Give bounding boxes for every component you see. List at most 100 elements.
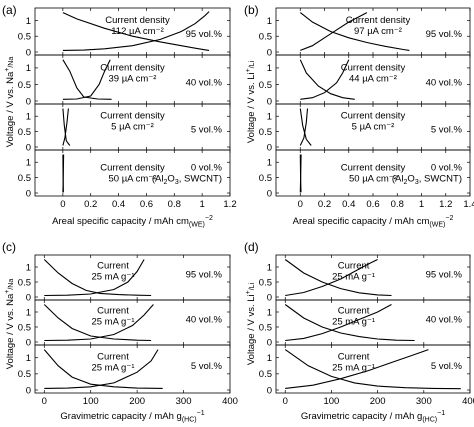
x-axis-label: Areal specific capacity / mAh cm(WE)−2 <box>52 215 213 229</box>
y-tick-label: 1 <box>267 353 272 364</box>
subplot-frame <box>34 149 231 197</box>
x-tick-label: 0.6 <box>366 199 379 210</box>
annotation-line-1: Current density <box>346 15 411 26</box>
annotation-line-1: Current density <box>100 63 165 74</box>
y-tick-label: 1 <box>267 112 272 123</box>
series-line-charge <box>285 304 392 342</box>
x-tick-label: 100 <box>83 396 99 407</box>
volume-label: 0 vol.% <box>431 163 463 174</box>
volume-label: 40 vol.% <box>426 315 463 326</box>
y-tick-label: 0 <box>26 188 31 199</box>
annotation-line-1: Current density <box>341 63 406 74</box>
series-line-charge <box>300 59 350 100</box>
y-tick-label: 1 <box>267 262 272 273</box>
series-line-charge <box>285 349 429 389</box>
annotation-line-2: 97 µA cm⁻² <box>354 26 402 37</box>
y-tick-label: 0 <box>267 47 272 58</box>
annotation-line-1: Current density <box>105 15 170 26</box>
y-tick-label: 1 <box>26 63 31 74</box>
y-tick-label: 0.5 <box>18 369 31 380</box>
x-axis-label: Gravimetric capacity / mAh g(HC)−1 <box>301 410 445 424</box>
annotation-line-2: 5 µA cm⁻² <box>111 122 154 133</box>
x-axis-label: Areal specific capacity / mAh cm(WE)−2 <box>293 215 454 229</box>
composition-label: (Al2O3, SWCNT) <box>392 174 462 187</box>
series-line-discharge <box>43 349 163 389</box>
subplot-frame <box>34 344 231 394</box>
y-tick-label: 0.5 <box>18 32 31 43</box>
x-tick-label: 200 <box>370 396 386 407</box>
series-line-discharge <box>62 12 210 51</box>
volume-label: 40 vol.% <box>186 315 223 326</box>
series-line-discharge <box>299 59 355 100</box>
annotation-line-2: 25 mA g⁻¹ <box>332 317 375 328</box>
y-axis-label: Voltage / V vs. Li+/Li <box>245 60 257 143</box>
y-tick-label: 0.5 <box>259 80 272 91</box>
y-tick-label: 1 <box>267 63 272 74</box>
x-tick-label: 1 <box>419 199 424 210</box>
annotation-line-1: Current <box>338 306 370 317</box>
panel-label-d: (d) <box>244 240 259 254</box>
series-line-charge <box>62 59 111 100</box>
y-tick-label: 1 <box>26 16 31 27</box>
annotation-line-1: Current density <box>341 163 406 174</box>
annotation-line-2: 25 mA g⁻¹ <box>91 317 134 328</box>
panel-label-b: (b) <box>244 3 259 17</box>
volume-label: 95 vol.% <box>186 270 223 281</box>
y-tick-label: 0.5 <box>259 127 272 138</box>
y-tick-label: 0.5 <box>259 369 272 380</box>
series-line-charge <box>285 259 378 297</box>
y-tick-label: 0.5 <box>18 277 31 288</box>
y-axis-label: Voltage / V vs. Na+/Na <box>4 279 16 370</box>
x-tick-label: 100 <box>323 396 339 407</box>
annotation-line-1: Current <box>97 261 129 272</box>
series-line-charge <box>299 108 309 146</box>
y-tick-label: 0.5 <box>259 32 272 43</box>
annotation-line-2: 25 mA g⁻¹ <box>332 272 375 283</box>
y-tick-label: 0.5 <box>259 322 272 333</box>
x-tick-label: 0.4 <box>112 199 125 210</box>
y-tick-label: 0 <box>26 47 31 58</box>
annotation-line-2: 50 µA cm⁻² <box>109 174 157 185</box>
annotation-line-1: Current density <box>100 111 165 122</box>
series-line-discharge <box>43 304 152 342</box>
volume-label: 5 vol.% <box>191 125 223 136</box>
x-tick-label: 1.2 <box>223 199 236 210</box>
series-line-discharge <box>299 12 410 51</box>
x-tick-label: 1.4 <box>463 199 474 210</box>
y-tick-label: 0.5 <box>18 322 31 333</box>
volume-label: 40 vol.% <box>426 77 463 88</box>
series-line-discharge <box>284 304 415 342</box>
y-tick-label: 1 <box>267 307 272 318</box>
panel-label-c: (c) <box>2 240 16 254</box>
annotation-line-2: 44 µA cm⁻² <box>349 74 397 85</box>
x-tick-label: 400 <box>462 396 474 407</box>
y-tick-label: 0 <box>26 385 31 396</box>
x-tick-label: 200 <box>129 396 145 407</box>
x-tick-label: 0.4 <box>342 199 355 210</box>
y-tick-label: 1 <box>26 307 31 318</box>
x-tick-label: 0.2 <box>84 199 97 210</box>
series-line-charge <box>62 108 69 146</box>
annotation-line-2: 5 µA cm⁻² <box>352 122 395 133</box>
annotation-line-2: 50 µA cm⁻² <box>349 174 397 185</box>
annotation-line-2: 25 mA g⁻¹ <box>91 272 134 283</box>
volume-label: 40 vol.% <box>186 77 223 88</box>
y-axis-label: Voltage / V vs. Li+/Li <box>245 282 257 365</box>
series-line-charge <box>300 12 368 51</box>
x-tick-label: 0 <box>298 199 303 210</box>
series-line-charge <box>44 304 154 342</box>
series-line-charge <box>62 154 65 193</box>
annotation-line-1: Current <box>338 351 370 362</box>
x-tick-label: 0.6 <box>140 199 153 210</box>
y-tick-label: 1 <box>267 16 272 27</box>
